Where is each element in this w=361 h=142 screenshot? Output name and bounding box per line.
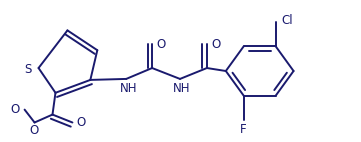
Text: F: F xyxy=(239,123,246,136)
Text: O: O xyxy=(29,124,38,137)
Text: O: O xyxy=(77,116,86,129)
Text: O: O xyxy=(211,38,221,51)
Text: S: S xyxy=(24,62,31,76)
Text: Cl: Cl xyxy=(282,14,293,27)
Text: O: O xyxy=(10,103,19,116)
Text: O: O xyxy=(156,38,166,51)
Text: NH: NH xyxy=(119,82,137,95)
Text: NH: NH xyxy=(173,82,191,95)
